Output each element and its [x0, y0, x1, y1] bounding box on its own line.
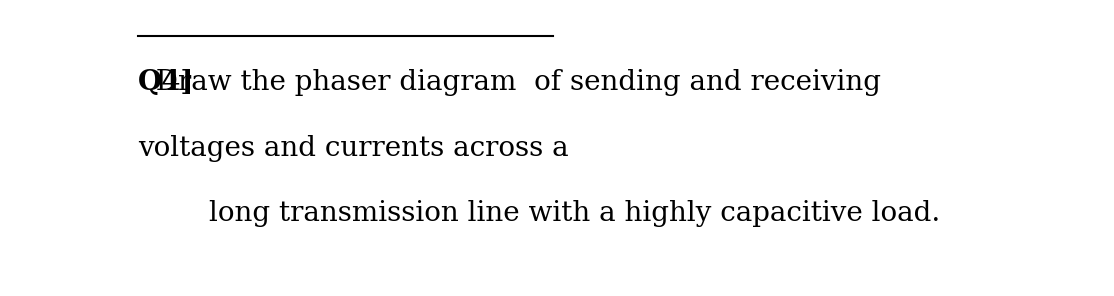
Text: long transmission line with a highly capacitive load.: long transmission line with a highly cap… [138, 200, 940, 227]
Text: Q4]: Q4] [138, 69, 195, 96]
Text: voltages and currents across a: voltages and currents across a [138, 134, 569, 162]
Text: Draw the phaser diagram  of sending and receiving: Draw the phaser diagram of sending and r… [138, 69, 881, 96]
